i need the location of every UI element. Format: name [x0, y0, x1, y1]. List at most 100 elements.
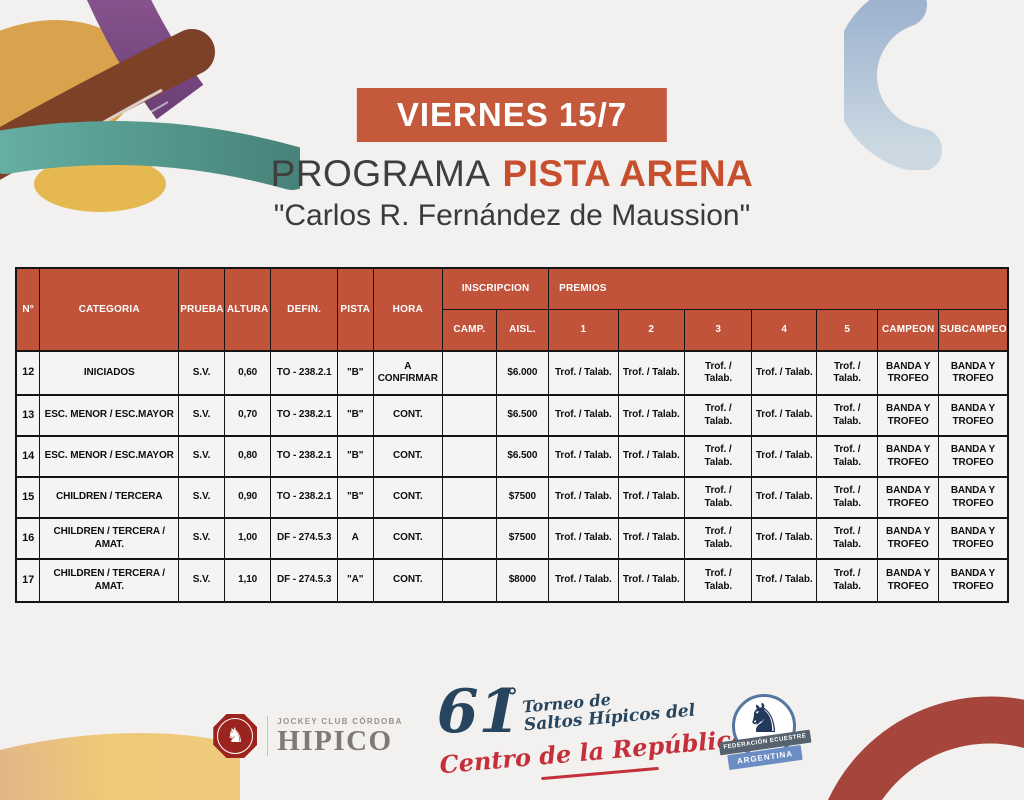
- cell-premio-4: Trof. / Talab.: [751, 350, 817, 396]
- table-row: 16 CHILDREN / TERCERA / AMAT. S.V. 1,00 …: [15, 517, 1009, 560]
- cell-prueba: S.V.: [178, 558, 225, 603]
- cell-categoria: ESC. MENOR / ESC.MAYOR: [39, 435, 180, 478]
- jockey-club-name: HIPICO: [277, 724, 393, 757]
- cell-numero: 16: [15, 517, 41, 560]
- cell-premio-5: Trof. / Talab.: [815, 350, 879, 396]
- cell-prueba: S.V.: [178, 394, 225, 437]
- cell-premio-4: Trof. / Talab.: [751, 435, 817, 478]
- cell-premio-2: Trof. / Talab.: [617, 517, 686, 560]
- date-banner: VIERNES 15/7: [356, 88, 668, 142]
- cell-premio-4: Trof. / Talab.: [751, 394, 817, 437]
- sub-header-subcampeon: SUBCAMPEON: [937, 308, 1009, 352]
- tournament-ordinal: °: [506, 684, 518, 710]
- sub-header-premio-3: 3: [684, 308, 753, 352]
- cell-premio-1: Trof. / Talab.: [548, 350, 619, 396]
- cell-campeon: BANDA Y TROFEO: [877, 517, 939, 560]
- cell-categoria: INICIADOS: [39, 350, 180, 396]
- cell-categoria: CHILDREN / TERCERA: [39, 476, 180, 519]
- cell-premio-3: Trof. / Talab.: [684, 558, 753, 603]
- cell-altura: 1,00: [223, 517, 272, 560]
- cell-altura: 0,90: [223, 476, 272, 519]
- cell-premio-5: Trof. / Talab.: [815, 517, 879, 560]
- cell-camp: [442, 350, 497, 396]
- col-header-hora: HORA: [372, 267, 444, 352]
- col-header-pista: PISTA: [336, 267, 374, 352]
- cell-categoria: CHILDREN / TERCERA / AMAT.: [39, 558, 180, 603]
- col-header-numero: N°: [15, 267, 41, 352]
- page-title: PROGRAMA PISTA ARENA: [0, 153, 1024, 195]
- cell-categoria: CHILDREN / TERCERA / AMAT.: [39, 517, 180, 560]
- cell-defin: DF - 274.5.3: [270, 558, 338, 603]
- title-highlight: PISTA ARENA: [502, 153, 754, 194]
- tournament-number: 61: [436, 677, 521, 747]
- cell-premio-5: Trof. / Talab.: [815, 558, 879, 603]
- logo-divider: [267, 716, 269, 756]
- cell-premio-2: Trof. / Talab.: [617, 435, 686, 478]
- cell-subcampeon: BANDA Y TROFEO: [937, 558, 1009, 603]
- sub-header-premio-5: 5: [815, 308, 879, 352]
- cell-prueba: S.V.: [178, 435, 225, 478]
- cell-subcampeon: BANDA Y TROFEO: [937, 476, 1009, 519]
- cell-subcampeon: BANDA Y TROFEO: [937, 350, 1009, 396]
- cell-premio-5: Trof. / Talab.: [815, 435, 879, 478]
- col-header-prueba: PRUEBA: [178, 267, 225, 352]
- cell-premio-4: Trof. / Talab.: [751, 558, 817, 603]
- cell-numero: 17: [15, 558, 41, 603]
- cell-hora: CONT.: [372, 435, 444, 478]
- cell-premio-3: Trof. / Talab.: [684, 435, 753, 478]
- title-prefix: PROGRAMA: [270, 153, 491, 194]
- sub-header-premio-2: 2: [617, 308, 686, 352]
- cell-altura: 0,70: [223, 394, 272, 437]
- horse-icon: ♞: [226, 725, 245, 747]
- cell-premio-3: Trof. / Talab.: [684, 350, 753, 396]
- cell-premio-3: Trof. / Talab.: [684, 394, 753, 437]
- cell-premio-2: Trof. / Talab.: [617, 558, 686, 603]
- cell-numero: 14: [15, 435, 41, 478]
- cell-hora: CONT.: [372, 476, 444, 519]
- sub-header-premio-4: 4: [751, 308, 817, 352]
- cell-premio-2: Trof. / Talab.: [617, 394, 686, 437]
- cell-premio-2: Trof. / Talab.: [617, 350, 686, 396]
- col-header-categoria: CATEGORIA: [39, 267, 180, 352]
- cell-campeon: BANDA Y TROFEO: [877, 476, 939, 519]
- cell-defin: TO - 238.2.1: [270, 394, 338, 437]
- cell-pista: "A": [336, 558, 374, 603]
- cell-campeon: BANDA Y TROFEO: [877, 394, 939, 437]
- cell-premio-1: Trof. / Talab.: [548, 435, 619, 478]
- sub-header-campeon: CAMPEON: [877, 308, 939, 352]
- cell-campeon: BANDA Y TROFEO: [877, 558, 939, 603]
- cell-premio-3: Trof. / Talab.: [684, 517, 753, 560]
- cell-defin: TO - 238.2.1: [270, 476, 338, 519]
- table-row: 17 CHILDREN / TERCERA / AMAT. S.V. 1,10 …: [15, 558, 1009, 603]
- jockey-club-octagon: ♞: [213, 714, 258, 758]
- cell-defin: TO - 238.2.1: [270, 435, 338, 478]
- cell-premio-5: Trof. / Talab.: [815, 476, 879, 519]
- cell-aisl: $7500: [495, 517, 550, 560]
- group-header-premios: PREMIOS: [548, 267, 1009, 310]
- cell-campeon: BANDA Y TROFEO: [877, 350, 939, 396]
- col-header-defin: DEFIN.: [270, 267, 338, 352]
- cell-numero: 12: [15, 350, 41, 396]
- cell-hora: A CONFIRMAR: [372, 350, 444, 396]
- cell-premio-4: Trof. / Talab.: [751, 517, 817, 560]
- cell-premio-4: Trof. / Talab.: [751, 476, 817, 519]
- cell-pista: A: [336, 517, 374, 560]
- cell-subcampeon: BANDA Y TROFEO: [937, 435, 1009, 478]
- federation-badge: ♞ FEDERACIÓN ECUESTRE ARGENTINA: [718, 694, 812, 778]
- cell-pista: "B": [336, 476, 374, 519]
- col-header-altura: ALTURA: [223, 267, 272, 352]
- cell-altura: 0,60: [223, 350, 272, 396]
- watercolor-top-right: [844, 0, 942, 170]
- footer-logos: ♞ JOCKEY CLUB CÓRDOBA HIPICO 61 ° Torneo…: [0, 682, 1024, 782]
- table-row: 14 ESC. MENOR / ESC.MAYOR S.V. 0,80 TO -…: [15, 435, 1009, 478]
- cell-aisl: $6.500: [495, 394, 550, 437]
- cell-premio-3: Trof. / Talab.: [684, 476, 753, 519]
- cell-premio-2: Trof. / Talab.: [617, 476, 686, 519]
- cell-premio-1: Trof. / Talab.: [548, 394, 619, 437]
- cell-altura: 1,10: [223, 558, 272, 603]
- sub-header-camp: CAMP.: [442, 308, 497, 352]
- cell-camp: [442, 435, 497, 478]
- cell-prueba: S.V.: [178, 476, 225, 519]
- horse-head-icon: ♞: [745, 697, 782, 741]
- cell-campeon: BANDA Y TROFEO: [877, 435, 939, 478]
